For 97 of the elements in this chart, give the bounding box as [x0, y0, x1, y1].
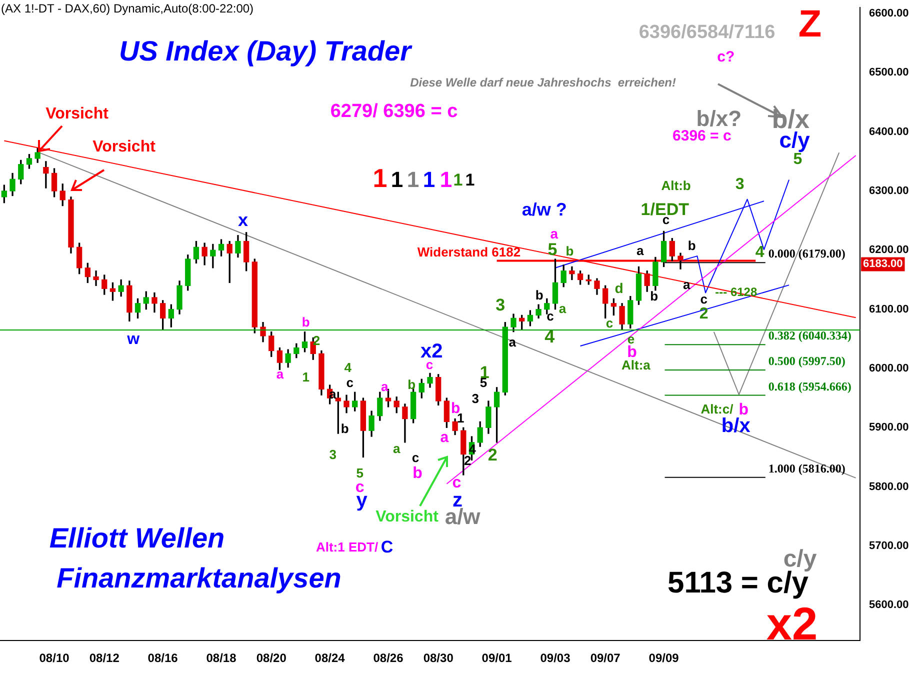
y-tick-label: 6500.00 — [869, 66, 909, 79]
x-tick-label: 09/09 — [648, 651, 680, 666]
annotation: c? — [717, 48, 735, 66]
y-tick-label: 5600.00 — [869, 599, 909, 612]
annotation: b — [688, 238, 696, 254]
annotation: 5 — [548, 240, 558, 259]
annotation: 1 — [406, 167, 420, 192]
x-tick-label: 09/07 — [590, 651, 621, 666]
annotation: Z — [798, 3, 822, 46]
annotation: Elliott Wellen — [49, 522, 225, 554]
annotation: Alt:1 EDT/ — [316, 540, 378, 555]
x-tick-label: 08/16 — [148, 651, 178, 666]
annotation: 4 — [344, 360, 352, 376]
annotation: c — [606, 316, 614, 331]
annotation: 4 — [755, 244, 764, 261]
annotation: Widerstand 6182 — [417, 244, 521, 260]
annotation: a — [392, 441, 401, 456]
annotation: c — [700, 291, 708, 306]
y-tick-label: 6100.00 — [869, 303, 909, 316]
annotation: 2 — [488, 446, 498, 465]
annotation: b — [650, 288, 658, 304]
annotation: a — [508, 334, 517, 350]
annotation: 1 — [390, 167, 404, 192]
candlestick — [93, 270, 99, 286]
annotation: 1 — [422, 167, 436, 192]
ref-line-label: 0.000 (6179.00) — [768, 246, 846, 261]
y-tick-label: 6200.00 — [869, 244, 909, 256]
annotation: w — [126, 330, 140, 348]
x-tick-label: 08/10 — [39, 651, 70, 666]
annotation: a/w ? — [522, 199, 567, 220]
annotation: c — [546, 308, 554, 324]
annotation: x — [238, 210, 248, 230]
annotation: 1 — [372, 163, 388, 194]
annotation: Finanzmarktanalysen — [56, 562, 342, 594]
annotation: a — [558, 300, 567, 316]
text: US Index (Day) Trader — [118, 36, 414, 67]
y-tick-label: 5900.00 — [869, 422, 909, 434]
annotation: b — [340, 420, 349, 436]
annotation: c — [412, 450, 420, 465]
annotation: a — [440, 428, 450, 446]
y-tick-label: 6600.00 — [869, 8, 909, 20]
annotation: a — [636, 242, 645, 258]
candlestick — [43, 161, 49, 188]
annotation: c — [452, 474, 462, 492]
y-tick-label: 5700.00 — [869, 540, 909, 552]
annotation: a — [276, 366, 284, 382]
x-tick-label: 08/12 — [89, 651, 120, 666]
annotation: a — [381, 378, 390, 394]
ref-line-label: 0.500 (5997.50) — [768, 354, 846, 368]
ref-line-label: 0.618 (5954.666) — [768, 379, 852, 394]
annotation: c — [346, 374, 354, 390]
annotation: b — [566, 244, 574, 259]
x-tick-label: 09/01 — [482, 651, 512, 666]
text: 6183.00 — [863, 258, 903, 270]
annotation: b — [412, 465, 423, 482]
x-tick-label: 08/30 — [423, 651, 454, 666]
y-tick-label: 6000.00 — [869, 362, 909, 374]
annotation: x2 — [766, 598, 818, 650]
x-tick-label: 08/18 — [206, 651, 237, 666]
annotation: 1 — [453, 170, 463, 190]
annotation: C — [380, 538, 394, 557]
annotation: Vorsicht — [92, 138, 156, 156]
annotation: 3 — [496, 295, 506, 314]
annotation: b — [408, 377, 416, 392]
annotation: 1 — [440, 167, 452, 192]
x-tick-label: 08/26 — [373, 651, 404, 666]
annotation: 3 — [735, 176, 744, 193]
x-tick-label: 08/20 — [256, 651, 287, 666]
annotation: 3 — [329, 447, 336, 462]
y-tick-label: 6300.00 — [869, 185, 909, 198]
ref-line-label: 1.000 (5816.00) — [768, 461, 846, 476]
annotation: a — [550, 226, 558, 242]
annotation: Diese Welle darf neue Jahreshochs erreichen! — [410, 75, 676, 90]
annotation: b — [302, 314, 310, 330]
annotation: 5 — [793, 151, 802, 168]
x-tick-label: 08/24 — [314, 651, 346, 666]
annotation: Alt:b — [661, 178, 691, 193]
annotation: d — [614, 280, 624, 296]
annotation: 1 — [465, 170, 475, 190]
y-tick-label: 6400.00 — [869, 126, 909, 138]
annotation: 6396/6584/7116 — [638, 22, 776, 44]
annotation: 2 — [699, 305, 708, 322]
x-tick-label: 09/03 — [540, 651, 571, 666]
annotation: Vorsicht — [46, 105, 110, 122]
annotation: 2 — [464, 452, 472, 468]
annotation: Alt:c/ — [700, 401, 734, 416]
y-tick-label: 5800.00 — [869, 480, 909, 493]
ref-line-label: 0.382 (6040.334) — [768, 328, 852, 343]
annotation: 5 — [356, 465, 364, 480]
annotation: 1 — [302, 370, 310, 385]
annotation: c/y — [779, 127, 811, 152]
annotation: 6279/ 6396 = c — [330, 101, 458, 122]
annotation: 3 — [472, 390, 479, 406]
annotation: Vorsicht — [376, 508, 440, 526]
annotation: b — [535, 287, 544, 302]
annotation: (AX 1!-DT - DAX,60) Dynamic,Auto(8:00-22:00) — [1, 1, 254, 16]
annotation: 4 — [544, 326, 555, 347]
